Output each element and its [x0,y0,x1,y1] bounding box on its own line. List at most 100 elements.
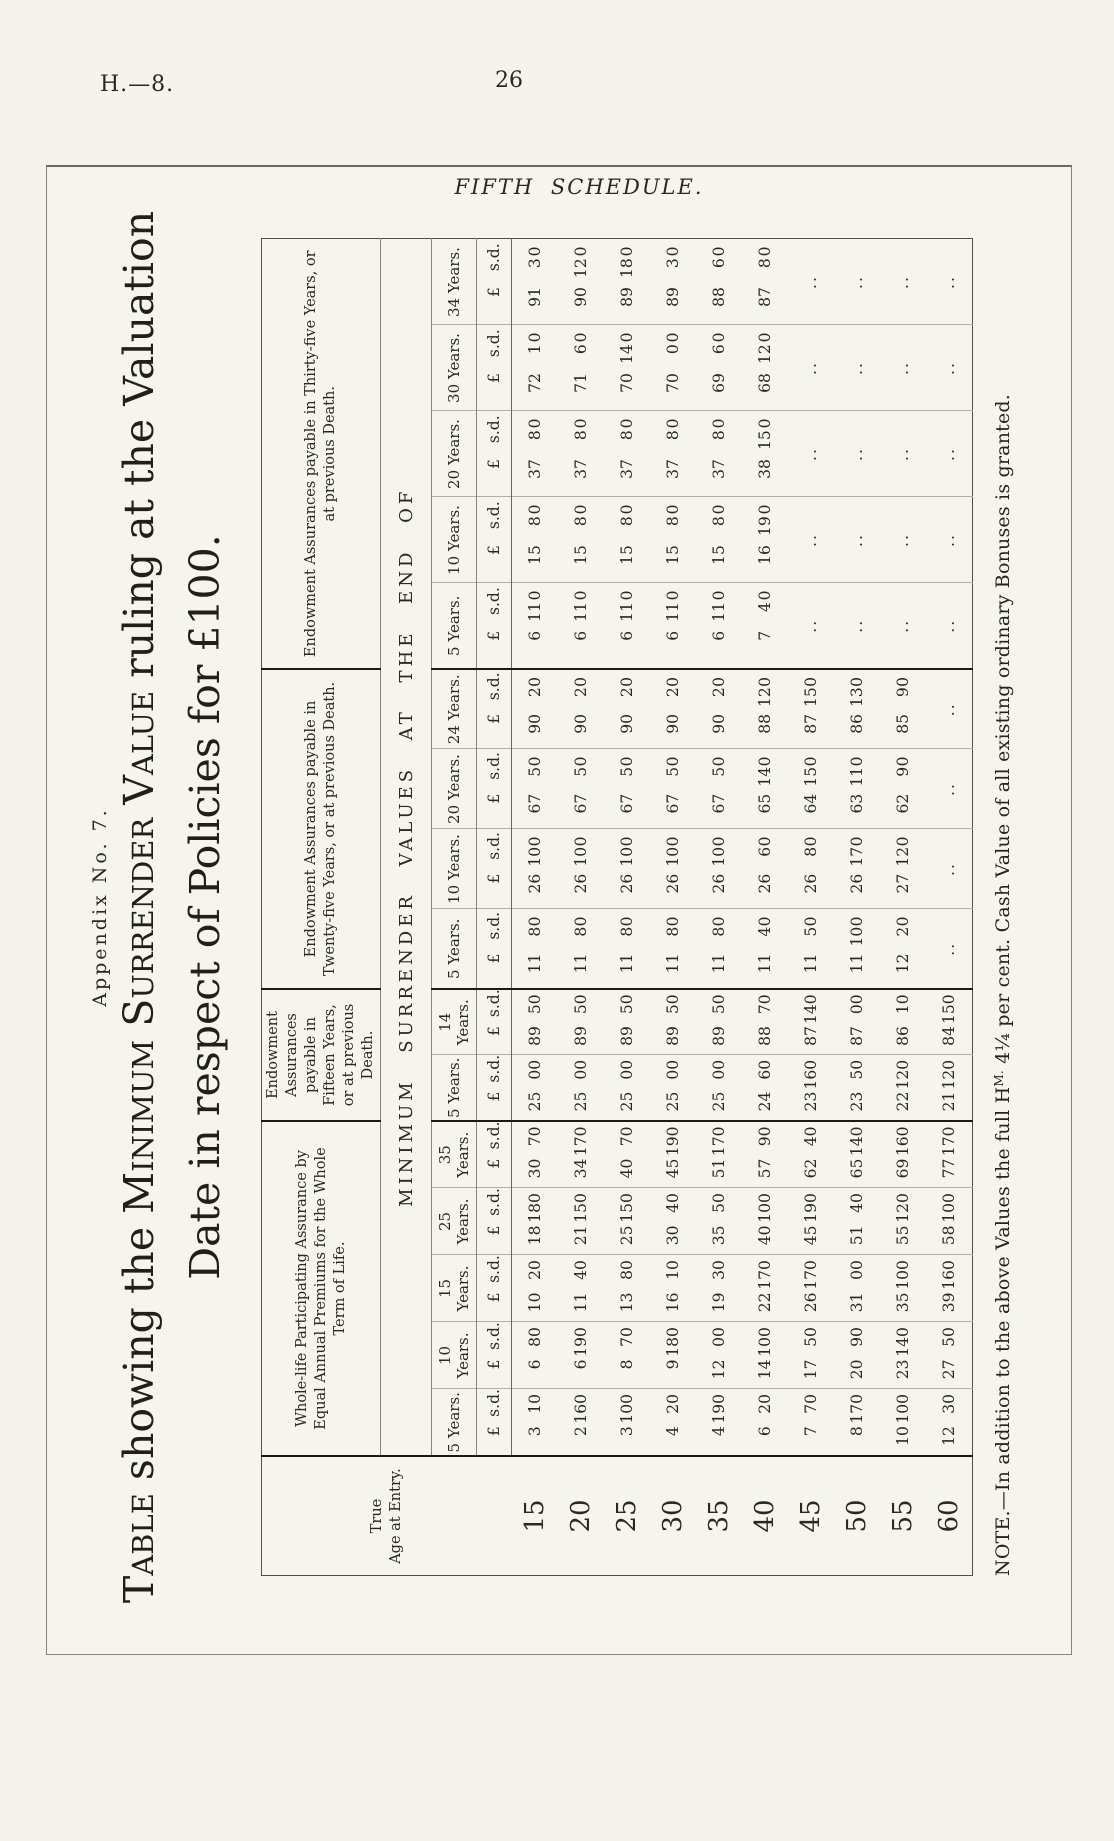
shillings-value: 14 [894,1337,912,1357]
shillings-value: 11 [664,602,682,622]
pence-symbol: d. [485,1389,503,1404]
pounds-value: 8 [848,1426,866,1437]
pounds-value: 4 [664,1426,682,1437]
pounds-value: 6 [526,1359,544,1370]
table-title-line1: Table showing the Minimum Surrender Valu… [115,192,163,1622]
group-title: Whole-life Participating Assurance by Eq… [261,1121,381,1456]
pence-value: 0 [756,836,774,847]
money-unit-header: £ s. d. [476,239,512,325]
value-cell: 23 14 0 [880,1322,926,1389]
value-cell: 6 11 0 [696,583,742,669]
money-value: 11 8 0 [618,910,636,989]
shillings-value: 14 [802,1004,820,1024]
group-title: Endowment Assurances payable in Twenty-f… [261,669,381,989]
year-column-header: 30 Years. [431,325,477,411]
value-cell: 14 10 0 [742,1322,788,1389]
pence-value: 0 [710,836,728,847]
pounds-value: 37 [618,459,636,479]
shillings-value: 3 [940,1403,958,1414]
pence-value: 0 [894,1260,912,1271]
value-cell: 89 5 0 [650,989,696,1055]
shillings-value: 5 [802,1337,820,1347]
money-unit-header: £ s. d. [476,669,512,749]
value-cell: 6 11 0 [558,583,604,669]
money-value: 18 18 0 [526,1189,544,1255]
pounds-value: 12 [940,1426,958,1446]
pence-value: 0 [664,916,682,927]
money-value: 26 10 0 [664,830,682,909]
value-cell: 9 18 0 [650,1322,696,1389]
pence-value: 0 [664,1260,682,1271]
ditto-mark: .. [940,275,958,289]
shillings-value: 5 [572,1004,590,1015]
pence-value: 0 [664,756,682,767]
shillings-value: 19 [572,1337,590,1357]
ditto-mark: .. [940,447,958,461]
pounds-value: 63 [848,793,866,814]
pounds-value: 12 [894,953,912,974]
pence-symbol: d. [485,1121,503,1137]
pound-symbol: £ [485,1426,503,1437]
money-value: 90 2 0 [664,670,682,749]
money-value: 6 11 0 [618,584,636,669]
surrender-value-table: True Age at Entry. Whole-life Participatin… [261,238,973,1576]
pence-symbol: d. [485,752,503,767]
value-cell: .. [834,497,880,583]
money-value: 27 12 0 [894,830,912,909]
pence-value: 0 [526,1394,544,1404]
shilling-symbol: s. [485,1403,503,1417]
pounds-value: 69 [894,1158,912,1179]
pence-value: 0 [756,590,774,601]
pounds-value: 15 [526,545,544,565]
money-value: 11 4 0 [756,910,774,989]
money-value: 12 2 0 [894,910,912,989]
pence-value: 0 [572,332,590,343]
pence-value: 0 [664,332,682,343]
pounds-value: 57 [756,1158,774,1179]
value-cell: 89 3 0 [650,239,696,325]
pence-value: 0 [664,246,682,257]
money-value: 67 5 0 [618,750,636,829]
money-value: 89 18 0 [618,240,636,325]
pence-symbol: d. [485,243,503,259]
pounds-value: 89 [664,287,682,307]
value-cell: 72 1 0 [511,325,558,411]
age-cell: 55 [888,1499,918,1533]
shillings-value: 5 [940,1337,958,1347]
pence-symbol: d. [485,1255,503,1271]
shillings-value: 2 [572,687,590,698]
stub-header-line1: True [368,1498,385,1534]
money-value: 23 14 0 [894,1323,912,1389]
money-value: 26 10 0 [618,830,636,909]
pounds-value: 67 [618,793,636,814]
pounds-value: 51 [848,1225,866,1246]
money-unit-header: £ s. d. [476,989,512,1055]
value-cell: 30 4 0 [650,1188,696,1255]
value-cell: 11 8 0 [558,909,604,989]
value-cell: 27 5 0 [926,1322,973,1389]
pound-symbol: £ [485,793,503,804]
age-cell: 60 [934,1499,964,1533]
pounds-value: 27 [894,873,912,894]
pence-value: 0 [664,1327,682,1338]
pence-value: 0 [802,836,820,847]
value-cell: 26 10 0 [558,829,604,909]
pence-symbol: d. [485,501,503,517]
pounds-value: 90 [664,713,682,734]
value-cell: 67 5 0 [650,749,696,829]
value-cell: 87 8 0 [742,239,788,325]
value-cell: 45 19 0 [788,1188,834,1255]
value-cell: 25 15 0 [604,1188,650,1255]
pence-value: 0 [894,836,912,847]
value-cell: 26 17 0 [788,1255,834,1322]
shillings-value: 11 [618,602,636,622]
money-value: 55 12 0 [894,1189,912,1255]
money-unit-triplet: £ s. d. [485,750,503,829]
money-value: 19 3 0 [710,1256,728,1322]
pence-value: 0 [618,1126,636,1137]
pounds-value: 35 [894,1292,912,1313]
pounds-value: 26 [618,873,636,894]
value-cell: 88 6 0 [696,239,742,325]
money-value: 58 10 0 [940,1189,958,1255]
pounds-value: 87 [848,1026,866,1046]
